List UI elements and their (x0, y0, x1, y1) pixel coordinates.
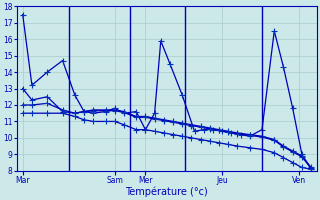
X-axis label: Température (°c): Température (°c) (125, 187, 208, 197)
